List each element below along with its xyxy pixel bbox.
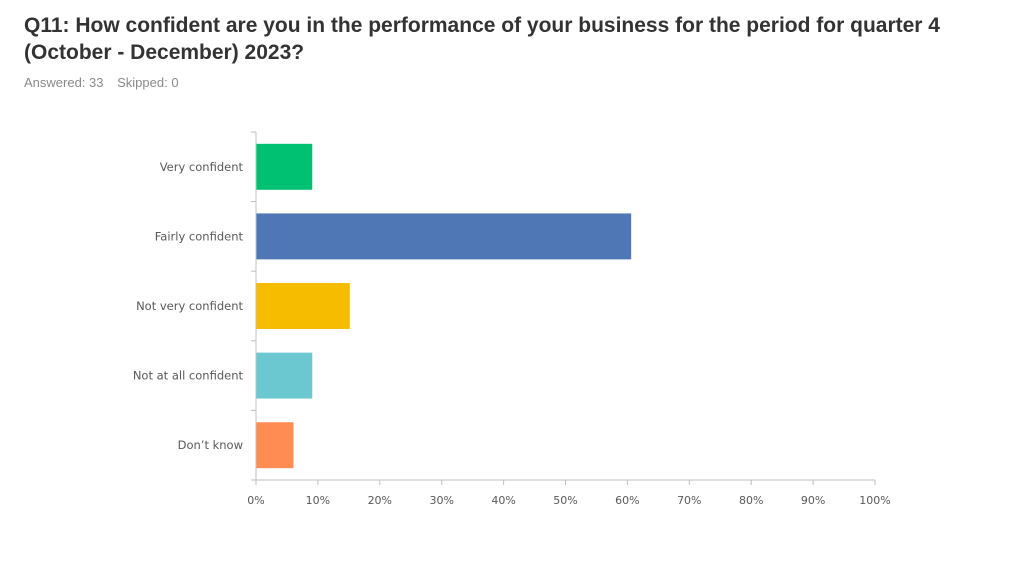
skipped-count: Skipped: 0 xyxy=(117,75,179,90)
axes-group xyxy=(251,131,876,485)
x-tick-label: 10% xyxy=(306,494,330,507)
x-tick-label: 20% xyxy=(368,494,392,507)
x-tick-label: 80% xyxy=(739,494,763,507)
category-label: Not at all confident xyxy=(133,369,244,383)
x-tick-label: 60% xyxy=(615,494,639,507)
category-label: Don’t know xyxy=(178,438,243,452)
x-tick-label: 100% xyxy=(859,494,890,507)
category-labels: Very confident Fairly confident Not very c… xyxy=(133,160,244,452)
category-label: Very confident xyxy=(160,160,244,174)
category-label: Fairly confident xyxy=(155,229,244,243)
x-tick-label: 40% xyxy=(491,494,515,507)
x-tick-label: 30% xyxy=(429,494,453,507)
bars-group xyxy=(256,143,632,469)
x-tick-label: 0% xyxy=(247,494,264,507)
question-title: Q11: How confident are you in the perfor… xyxy=(24,14,940,64)
response-stats: Answered: 33 Skipped: 0 xyxy=(24,75,189,90)
bar-not-at-all-confident xyxy=(256,352,313,399)
x-tick-label: 90% xyxy=(801,494,825,507)
bar-not-very-confident xyxy=(256,283,350,329)
bar-very-confident xyxy=(256,143,313,190)
tick-labels: 0% 10% 20% 30% 40% 50% 60% 70% 80% 90% 100% xyxy=(247,494,890,507)
bar-fairly-confident xyxy=(256,213,632,260)
x-tick-label: 70% xyxy=(677,494,701,507)
bar-don-t-know xyxy=(256,422,294,469)
answered-count: Answered: 33 xyxy=(24,75,104,90)
category-label: Not very confident xyxy=(136,299,243,313)
x-tick-label: 50% xyxy=(553,494,577,507)
